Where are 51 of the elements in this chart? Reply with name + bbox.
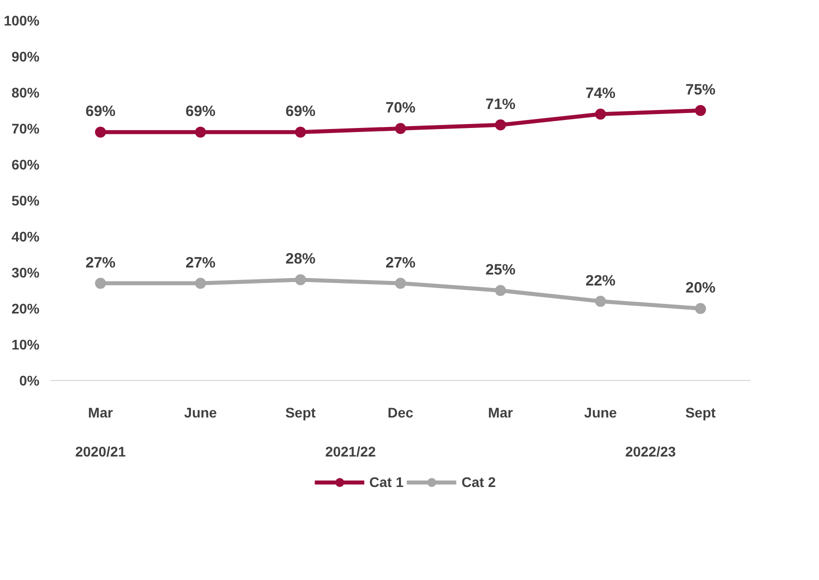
x-tick-label: Sept	[685, 404, 716, 420]
y-tick-label: 40%	[11, 228, 40, 244]
y-tick-label: 50%	[11, 192, 40, 208]
y-tick-label: 20%	[11, 300, 40, 316]
point	[695, 303, 706, 314]
data-label: 74%	[585, 85, 616, 102]
data-label: 27%	[385, 254, 416, 272]
y-tick-label: 0%	[19, 372, 40, 388]
x-tick-label: June	[184, 404, 218, 420]
x-tick-label: Mar	[88, 404, 114, 420]
y-tick-label: 70%	[11, 120, 40, 136]
y-tick-label: 10%	[11, 336, 40, 352]
y-tick-label: 100%	[4, 12, 40, 28]
text: 2022/23	[625, 444, 676, 460]
legend-label: Cat 1	[369, 474, 404, 490]
x-tick-label: Dec	[388, 404, 414, 420]
point	[195, 126, 206, 138]
y-tick-label: 60%	[11, 156, 40, 172]
x-tick-label: Sept	[285, 404, 316, 420]
text: 2020/21	[75, 444, 126, 460]
legend-label: Cat 2	[462, 474, 496, 490]
point	[695, 105, 706, 116]
x-tick-label: Mar	[488, 404, 514, 420]
point	[195, 278, 206, 289]
point	[595, 296, 606, 307]
point	[295, 274, 306, 286]
point	[595, 108, 606, 120]
y-tick-label: 80%	[11, 84, 40, 100]
y-tick-label: 90%	[11, 48, 40, 64]
point	[395, 123, 406, 134]
data-label: 69%	[85, 103, 116, 120]
data-label: 27%	[185, 254, 216, 272]
data-label: 28%	[285, 250, 316, 268]
point	[495, 119, 506, 130]
point	[95, 278, 106, 289]
point	[95, 126, 106, 138]
data-label: 69%	[185, 103, 216, 120]
text: 2021/22	[325, 444, 376, 460]
data-label: 70%	[385, 100, 416, 116]
data-label: 69%	[285, 103, 316, 120]
y-tick-label: 30%	[11, 264, 40, 280]
data-label: 25%	[485, 262, 516, 278]
point	[495, 285, 506, 296]
x-tick-label: June	[584, 404, 618, 420]
data-label: 27%	[85, 254, 116, 272]
data-label: 75%	[685, 82, 716, 98]
point	[295, 126, 306, 138]
data-label: 71%	[485, 96, 516, 113]
data-label: 22%	[585, 272, 616, 290]
data-label: 20%	[685, 280, 716, 296]
point	[395, 278, 406, 289]
